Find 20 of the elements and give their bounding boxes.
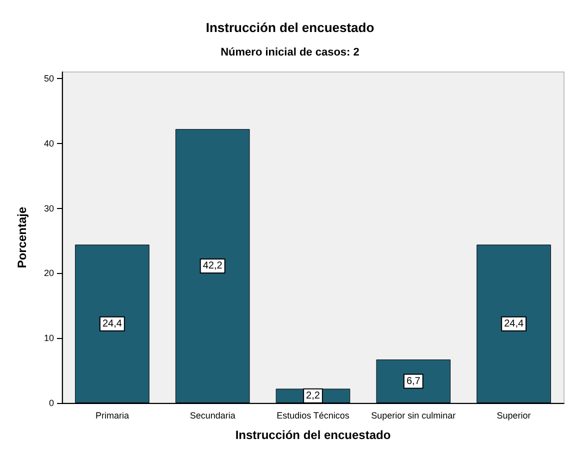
data-label: 6,7 <box>406 376 421 387</box>
y-tick-label: 20 <box>44 268 54 278</box>
y-tick-label: 50 <box>44 73 54 84</box>
y-axis-title: Porcentaje <box>15 206 29 268</box>
data-label: 24,4 <box>504 318 524 330</box>
data-label: 42,2 <box>202 260 223 272</box>
chart-title: Instrucción del encuestado <box>206 20 374 35</box>
y-tick-label: 40 <box>44 138 54 148</box>
data-label: 2,2 <box>306 390 320 402</box>
x-tick-label: Secundaria <box>190 410 236 420</box>
x-tick-label: Estudios Técnicos <box>276 410 350 420</box>
x-axis-title: Instrucción del encuestado <box>235 428 391 442</box>
x-tick-label: Primaria <box>95 410 129 420</box>
chart-subtitle: Número inicial de casos: 2 <box>220 46 360 58</box>
data-label: 24,4 <box>102 318 122 330</box>
x-tick-label: Superior <box>496 410 531 420</box>
y-tick-label: 30 <box>44 203 54 214</box>
x-tick-label: Superior sin culminar <box>371 410 456 420</box>
y-tick-label: 10 <box>44 333 54 344</box>
y-tick-label: 0 <box>48 398 54 408</box>
